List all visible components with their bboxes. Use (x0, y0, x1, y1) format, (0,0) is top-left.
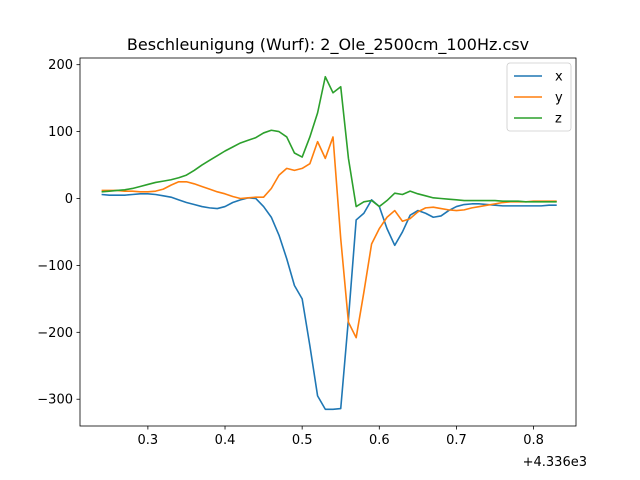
legend-label-z: z (555, 112, 562, 127)
x-tick-label: 0.3 (138, 433, 159, 448)
series-line-y (101, 136, 557, 339)
axes-frame (79, 57, 577, 427)
series-line-x (101, 193, 557, 411)
legend-label-x: x (555, 70, 563, 85)
x-tick-label: 0.7 (446, 433, 467, 448)
x-tick-label: 0.6 (369, 433, 390, 448)
x-axis: 0.3 0.4 0.5 0.6 0.7 0.8 (138, 426, 544, 448)
legend: xyz (506, 62, 572, 132)
x-tick-label: 0.5 (292, 433, 313, 448)
series-line-z (101, 75, 557, 208)
y-tick-label: −100 (37, 259, 73, 274)
y-tick-label: 0 (65, 192, 73, 207)
legend-label-y: y (555, 91, 563, 106)
x-tick-label: 0.4 (215, 433, 236, 448)
y-tick-label: 200 (48, 58, 73, 73)
x-tick-label: 0.8 (523, 433, 544, 448)
chart-title: Beschleunigung (Wurf): 2_Ole_2500cm_100H… (127, 35, 529, 55)
x-axis-offset-label: +4.336e3 (523, 455, 587, 470)
y-axis: −300 −200 −100 0 100 200 (37, 58, 80, 408)
y-tick-label: 100 (48, 125, 73, 140)
y-tick-label: −300 (37, 393, 73, 408)
y-tick-label: −200 (37, 326, 73, 341)
plot-area (79, 57, 577, 427)
